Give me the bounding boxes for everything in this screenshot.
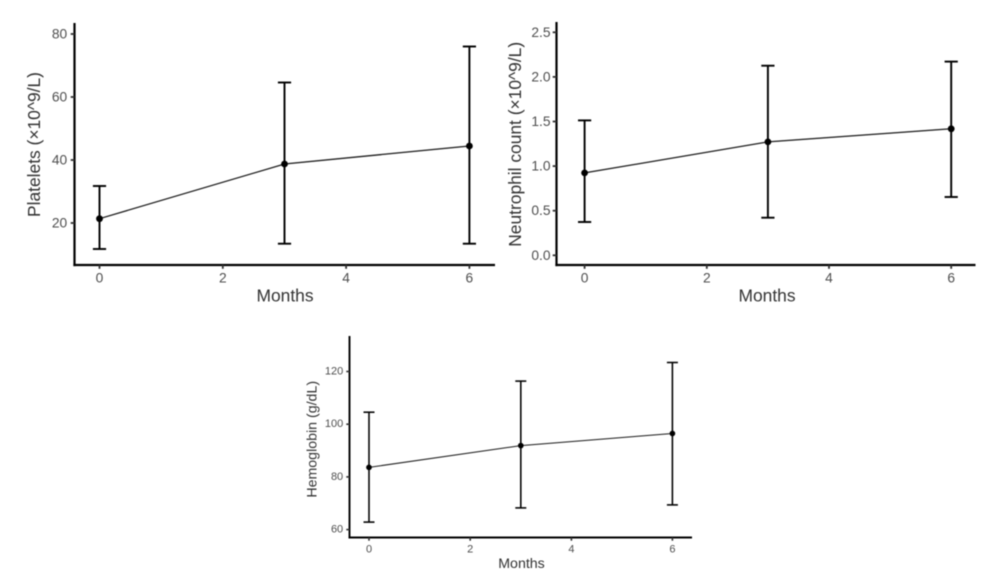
svg-text:80: 80 xyxy=(52,27,68,42)
svg-text:Months: Months xyxy=(498,556,545,572)
svg-text:80: 80 xyxy=(331,471,343,483)
svg-text:2: 2 xyxy=(467,544,473,556)
svg-text:6: 6 xyxy=(947,270,955,285)
svg-text:40: 40 xyxy=(52,153,68,168)
svg-text:Neutrophil count (×10^9/L): Neutrophil count (×10^9/L) xyxy=(505,42,525,247)
svg-text:2: 2 xyxy=(703,270,711,285)
svg-text:0: 0 xyxy=(96,270,104,285)
svg-text:Hemoglobin (g/dL): Hemoglobin (g/dL) xyxy=(305,381,321,498)
svg-text:6: 6 xyxy=(669,544,675,556)
svg-text:100: 100 xyxy=(325,418,343,430)
svg-text:60: 60 xyxy=(331,524,343,536)
svg-text:0.5: 0.5 xyxy=(531,203,551,218)
svg-text:0: 0 xyxy=(581,270,589,285)
svg-text:1.0: 1.0 xyxy=(531,159,551,174)
svg-text:4: 4 xyxy=(342,270,350,285)
svg-text:4: 4 xyxy=(568,544,574,556)
svg-text:Months: Months xyxy=(738,285,795,305)
svg-text:1.5: 1.5 xyxy=(531,114,551,129)
svg-text:2.5: 2.5 xyxy=(531,25,551,40)
svg-text:120: 120 xyxy=(325,366,343,378)
svg-text:4: 4 xyxy=(825,270,833,285)
svg-text:0: 0 xyxy=(366,544,372,556)
svg-text:2.0: 2.0 xyxy=(531,69,551,84)
svg-text:20: 20 xyxy=(52,216,68,231)
svg-text:2: 2 xyxy=(219,270,227,285)
svg-text:0.0: 0.0 xyxy=(531,248,551,263)
svg-text:Platelets (×10^9/L): Platelets (×10^9/L) xyxy=(24,72,44,217)
svg-text:6: 6 xyxy=(466,270,474,285)
svg-text:60: 60 xyxy=(52,90,68,105)
svg-text:Months: Months xyxy=(256,285,313,305)
